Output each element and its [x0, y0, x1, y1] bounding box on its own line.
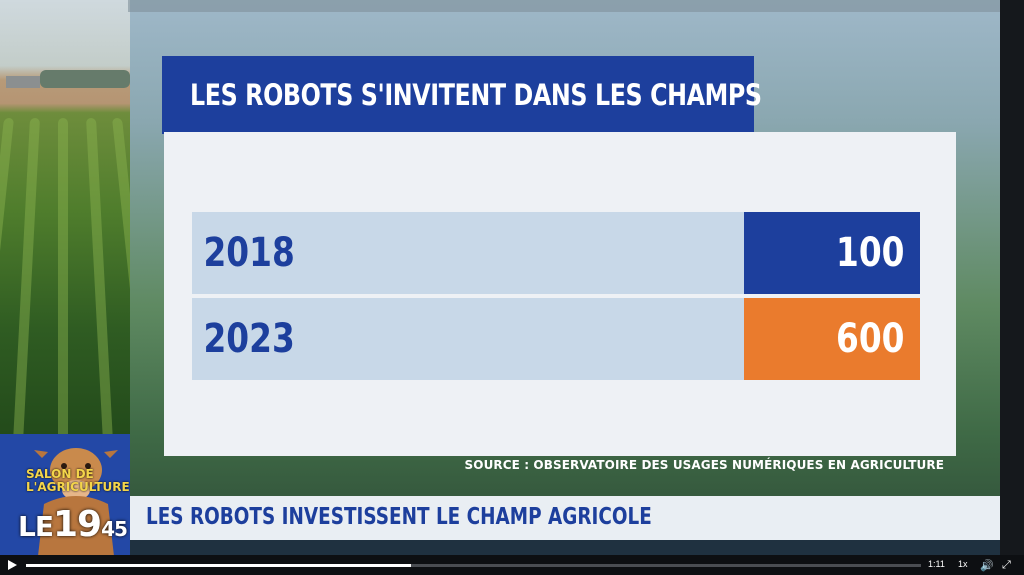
volume-icon[interactable]: 🔊 — [980, 560, 994, 572]
show-logo: SALON DE L'AGRICULTURE LE1945 — [0, 434, 130, 555]
time-display: 1:11 — [928, 559, 945, 569]
top-strip — [128, 0, 1000, 12]
chart-title-bar: LES ROBOTS S'INVITENT DANS LES CHAMPS — [162, 56, 762, 134]
field-photo — [0, 0, 130, 470]
cow-icon — [34, 448, 118, 555]
data-card: 2018 100 2023 600 — [164, 132, 956, 456]
row-value: 100 — [835, 230, 904, 276]
chart-title: LES ROBOTS S'INVITENT DANS LES CHAMPS — [190, 78, 762, 112]
lower-third: LES ROBOTS INVESTISSENT LE CHAMP AGRICOL… — [128, 496, 1000, 542]
data-row-2018: 2018 100 — [192, 212, 920, 294]
row-value-box: 100 — [744, 212, 920, 294]
source-caption: SOURCE : OBSERVATOIRE DES USAGES NUMÉRIQ… — [464, 458, 944, 472]
play-icon[interactable] — [8, 560, 17, 570]
speed-button[interactable]: 1x — [958, 559, 968, 569]
lower-third-text: LES ROBOTS INVESTISSENT LE CHAMP AGRICOL… — [146, 504, 652, 530]
row-year: 2023 — [203, 316, 295, 362]
row-value-box: 600 — [744, 298, 920, 380]
fullscreen-icon[interactable]: ⤢ — [1002, 559, 1011, 571]
progress-fill — [26, 564, 411, 567]
salon-label: SALON DE L'AGRICULTURE — [26, 467, 130, 494]
player-controls: 1:11 1x 🔊 ⤢ — [0, 555, 1024, 575]
video-frame: LES ROBOTS S'INVITENT DANS LES CHAMPS 20… — [0, 0, 1000, 555]
data-row-2023: 2023 600 — [192, 298, 920, 380]
row-value: 600 — [835, 316, 904, 362]
lower-third-underline — [128, 540, 1000, 555]
le-1945-logo: LE1945 — [18, 504, 128, 545]
screen-bezel — [1000, 0, 1024, 555]
row-year: 2018 — [203, 230, 295, 276]
progress-bar[interactable] — [26, 564, 921, 567]
